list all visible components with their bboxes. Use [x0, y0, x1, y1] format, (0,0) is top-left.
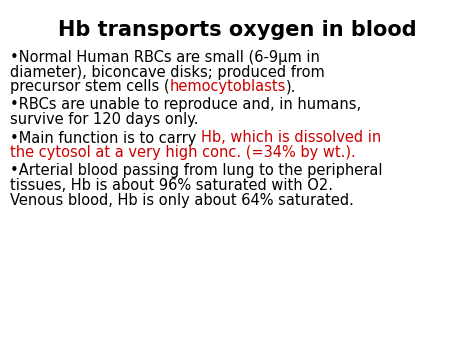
Text: Hb transports oxygen in blood: Hb transports oxygen in blood	[58, 20, 416, 40]
Text: •Normal Human RBCs are small (6-9μm in: •Normal Human RBCs are small (6-9μm in	[10, 50, 320, 65]
Text: hemocytoblasts: hemocytoblasts	[170, 79, 286, 94]
Text: tissues, Hb is about 96% saturated with O2.: tissues, Hb is about 96% saturated with …	[10, 178, 333, 193]
Text: Hb, which is dissolved in: Hb, which is dissolved in	[201, 131, 381, 146]
Text: precursor stem cells (: precursor stem cells (	[10, 79, 170, 94]
Text: the cytosol at a very high conc. (=34% by wt.).: the cytosol at a very high conc. (=34% b…	[10, 145, 356, 160]
Text: Venous blood, Hb is only about 64% saturated.: Venous blood, Hb is only about 64% satur…	[10, 192, 354, 208]
Text: diameter), biconcave disks; produced from: diameter), biconcave disks; produced fro…	[10, 65, 325, 80]
Text: survive for 120 days only.: survive for 120 days only.	[10, 112, 199, 127]
Text: •Main function is to carry: •Main function is to carry	[10, 131, 201, 146]
Text: •RBCs are unable to reproduce and, in humans,: •RBCs are unable to reproduce and, in hu…	[10, 98, 361, 113]
Text: ).: ).	[286, 79, 296, 94]
Text: •Arterial blood passing from lung to the peripheral: •Arterial blood passing from lung to the…	[10, 164, 383, 179]
